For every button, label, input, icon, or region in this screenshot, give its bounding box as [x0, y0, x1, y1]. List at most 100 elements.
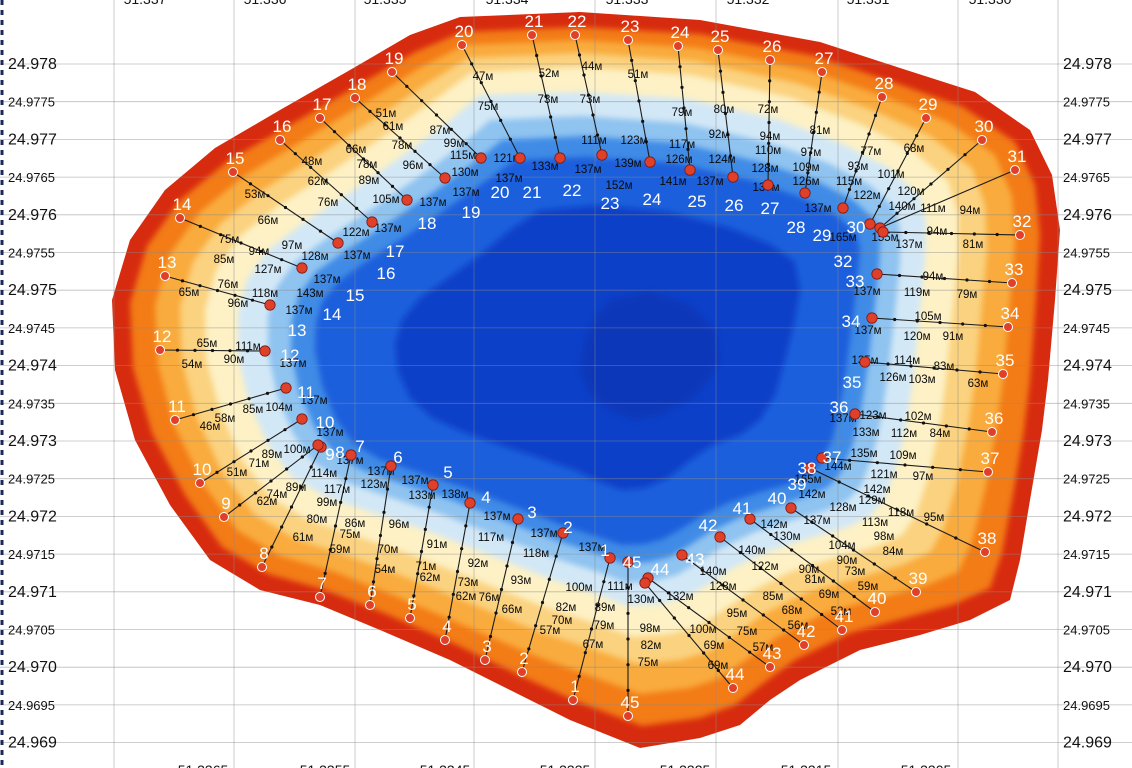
sample-point: [867, 132, 871, 136]
sample-point: [680, 85, 684, 89]
station-marker: [804, 462, 816, 474]
sample-point: [866, 494, 870, 498]
depth-label: 137м: [374, 223, 401, 235]
station-marker: [837, 202, 849, 214]
shore-marker: [160, 271, 170, 281]
depth-label: 70м: [378, 544, 399, 556]
depth-label: 79м: [594, 620, 615, 632]
shore-marker: [315, 592, 325, 602]
depth-label: 122м: [342, 227, 369, 239]
sample-point: [390, 184, 395, 188]
latitude-label: 24.9705: [8, 623, 55, 638]
longitude-labels-top: 51.337 51.336 51.335 51.334 51.333 51.332 51.3…: [124, 0, 1012, 7]
sample-point: [577, 674, 581, 678]
station-marker: [604, 552, 616, 564]
sample-point: [280, 525, 284, 529]
depth-label: 90м: [837, 555, 858, 567]
sample-point: [741, 598, 745, 602]
station-marker: [866, 312, 878, 324]
depth-label: 76м: [318, 197, 339, 209]
shore-marker: [457, 40, 467, 50]
sample-point: [848, 458, 852, 462]
shore-marker: [728, 683, 738, 693]
depth-label: 77м: [861, 146, 882, 158]
transect-number: 26: [763, 37, 782, 56]
station-number: 14: [323, 305, 342, 324]
shore-marker: [387, 67, 397, 77]
shore-marker: [195, 478, 205, 488]
station-marker: [762, 179, 774, 191]
station-number: 9: [325, 445, 334, 464]
sample-point: [716, 668, 720, 673]
sample-point: [727, 635, 731, 639]
longitude-label: 51.3305: [901, 762, 952, 768]
latitude-label: 24.973: [8, 433, 57, 450]
sample-point: [954, 536, 958, 540]
depth-label: 75м: [638, 657, 659, 669]
sample-point: [447, 615, 451, 619]
station-number: 2: [563, 518, 572, 537]
sample-point: [877, 204, 881, 208]
station-number: 23: [601, 194, 620, 213]
depth-label: 59м: [330, 544, 351, 556]
sample-point: [817, 90, 821, 94]
station-marker: [849, 408, 861, 420]
depth-label: 48м: [302, 156, 323, 168]
depth-label: 130м: [627, 594, 654, 606]
depth-label: 84м: [883, 546, 904, 558]
sample-point: [814, 110, 818, 114]
depth-label: 51м: [628, 69, 649, 81]
station-marker: [345, 449, 357, 461]
depth-label: 143м: [296, 288, 323, 300]
latitude-label: 24.970: [1063, 659, 1112, 676]
latitude-label: 24.9735: [1063, 396, 1110, 411]
sample-point: [767, 100, 771, 104]
station-number: 25: [688, 192, 707, 211]
sample-point: [191, 413, 196, 417]
transect-number: 30: [975, 117, 994, 136]
longitude-label: 51.3355: [300, 762, 351, 768]
longitude-label: 51.330: [969, 0, 1012, 7]
shore-marker: [713, 45, 723, 55]
sample-point: [339, 500, 343, 504]
station-number: 26: [725, 196, 744, 215]
depth-label: 94м: [927, 226, 948, 238]
depth-label: 128м: [829, 502, 856, 514]
sample-point: [687, 606, 691, 610]
latitude-label: 24.974: [1063, 358, 1112, 375]
depth-label: 98м: [640, 623, 661, 635]
station-marker: [644, 156, 656, 168]
sample-point: [995, 232, 999, 237]
depth-label: 111м: [235, 341, 260, 353]
sample-point: [301, 217, 305, 221]
sample-point: [811, 130, 816, 135]
sample-point: [875, 461, 879, 465]
sample-point: [309, 165, 313, 169]
depth-label: 121м: [870, 469, 897, 481]
sample-point: [915, 134, 919, 138]
depth-label: 84м: [930, 428, 951, 440]
station-marker: [264, 299, 276, 311]
sample-point: [332, 130, 337, 134]
depth-label: 61м: [383, 121, 404, 133]
sample-point: [637, 99, 641, 103]
station-marker: [676, 549, 688, 561]
depth-label: 63м: [968, 378, 989, 390]
sample-point: [831, 534, 835, 538]
depth-label: 94м: [760, 131, 781, 143]
transect-number: 20: [455, 22, 474, 41]
transect-number: 25: [711, 27, 730, 46]
transect-number: 31: [1008, 147, 1027, 166]
depth-label: 73м: [538, 94, 559, 106]
station-number: 19: [462, 203, 481, 222]
sample-point: [265, 391, 270, 395]
station-marker: [296, 413, 308, 425]
depth-label: 75м: [340, 529, 361, 541]
depth-label: 135м: [850, 448, 877, 460]
shore-marker: [365, 600, 375, 610]
depth-label: 144м: [824, 461, 851, 473]
latitude-label: 24.9695: [1063, 698, 1110, 713]
depth-label: 132м: [666, 591, 693, 603]
depth-label: 67м: [583, 639, 604, 651]
